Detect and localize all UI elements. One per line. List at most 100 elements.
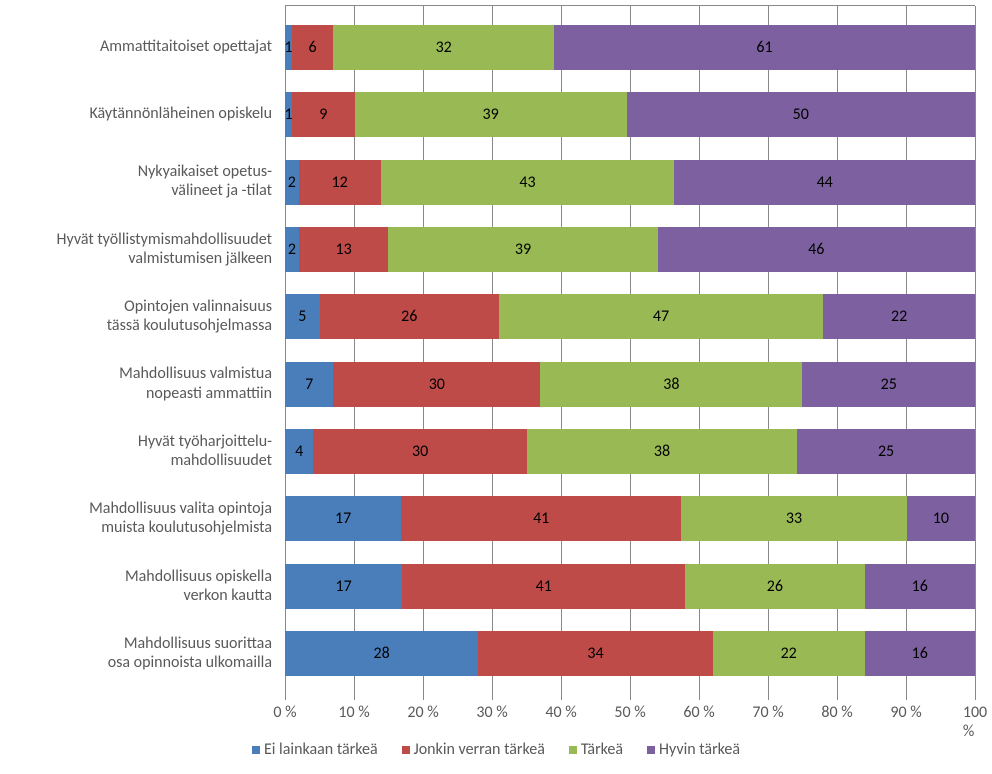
data-label: 30 [429, 375, 445, 394]
data-label: 2 [288, 240, 296, 259]
y-label-line: valmistumisen jälkeen [57, 249, 272, 268]
y-axis-label: Mahdollisuus suorittaaosa opinnoista ulk… [0, 631, 280, 676]
bar-segment: 38 [540, 362, 802, 407]
bar-segment: 43 [381, 160, 675, 205]
y-label-line: tässä koulutusohjelmassa [107, 316, 272, 335]
bar-segment: 25 [802, 362, 975, 407]
data-label: 39 [482, 105, 498, 124]
data-label: 10 [933, 509, 949, 528]
bar-segment: 32 [333, 25, 554, 70]
data-label: 7 [305, 375, 313, 394]
y-label-line: Nykyaikaiset opetus- [138, 162, 272, 181]
bar-segment: 5 [285, 294, 320, 339]
data-label: 34 [587, 644, 603, 663]
y-label-line: Käytännönläheinen opiskelu [89, 104, 272, 123]
legend-swatch [647, 746, 655, 754]
data-label: 5 [298, 307, 306, 326]
bar-segment: 1 [285, 25, 292, 70]
legend-swatch [402, 746, 410, 754]
bar-segment: 39 [355, 92, 627, 137]
y-axis-label: Nykyaikaiset opetus-välineet ja -tilat [0, 159, 280, 204]
x-tick-label: 100 % [963, 703, 987, 741]
y-label-line: osa opinnoista ulkomailla [108, 653, 272, 672]
bar-row: 4 30 38 25 [285, 429, 975, 474]
data-label: 26 [401, 307, 417, 326]
y-label-line: Opintojen valinnaisuus [107, 297, 272, 316]
stacked-bar-chart: Ammattitaitoiset opettajat Käytännönlähei… [0, 0, 992, 774]
x-tick-label: 20 % [407, 703, 438, 722]
bar-segment: 38 [527, 429, 797, 474]
bar-segment: 22 [823, 294, 975, 339]
bar-segment: 61 [554, 25, 975, 70]
data-label: 61 [756, 38, 772, 57]
data-label: 26 [767, 577, 783, 596]
gridline [975, 6, 976, 695]
bar-row: 5 26 4722 [285, 294, 975, 339]
y-label-line: Ammattitaitoiset opettajat [100, 37, 272, 56]
y-label-line: verkon kautta [125, 586, 272, 605]
x-tick-label: 50 % [614, 703, 645, 722]
legend: Ei lainkaan tärkeä Jonkin verran tärkeä … [0, 740, 992, 759]
data-label: 1 [285, 105, 292, 124]
y-axis-label: Ammattitaitoiset opettajat [0, 24, 280, 69]
bar-segment: 4 [285, 429, 313, 474]
bar-segment: 47 [499, 294, 823, 339]
data-label: 32 [436, 38, 452, 57]
bars-container: 1632611939502124344213394652647227303825… [285, 6, 975, 695]
bar-segment: 12 [299, 160, 381, 205]
bar-segment: 17 [285, 496, 401, 541]
bar-segment: 39 [388, 227, 657, 272]
bar-segment: 16 [865, 564, 975, 609]
data-label: 38 [654, 442, 670, 461]
legend-label: Tärkeä [581, 740, 623, 759]
bar-segment: 10 [907, 496, 975, 541]
y-label-line: Hyvät työharjoittelu- [138, 432, 272, 451]
bar-segment: 50 [627, 92, 975, 137]
data-label: 4 [295, 442, 303, 461]
bar-row: 7 30 38 25 [285, 362, 975, 407]
x-tick-mark [975, 694, 976, 700]
data-label: 16 [912, 577, 928, 596]
y-axis-label: Opintojen valinnaisuustässä koulutusohje… [0, 294, 280, 339]
y-axis-label: Mahdollisuus valmistuanopeasti ammattiin [0, 361, 280, 406]
data-label: 39 [515, 240, 531, 259]
bar-segment: 25 [797, 429, 975, 474]
data-label: 28 [373, 644, 389, 663]
bar-segment: 2 [285, 227, 299, 272]
data-label: 38 [663, 375, 679, 394]
data-label: 13 [336, 240, 352, 259]
y-axis-labels: Ammattitaitoiset opettajat Käytännönlähei… [0, 5, 280, 695]
y-label-line: muista koulutusohjelmista [89, 518, 272, 537]
data-label: 50 [793, 105, 809, 124]
bar-segment: 44 [674, 160, 975, 205]
legend-item: Tärkeä [569, 740, 623, 759]
data-label: 16 [912, 644, 928, 663]
data-label: 33 [786, 509, 802, 528]
bar-segment: 26 [320, 294, 499, 339]
bar-segment: 46 [658, 227, 975, 272]
y-axis-label: Mahdollisuus valita opintojamuista koulu… [0, 496, 280, 541]
bar-segment: 22 [713, 631, 865, 676]
y-label-line: Mahdollisuus opiskella [125, 567, 272, 586]
y-label-line: nopeasti ammattiin [119, 384, 272, 403]
data-label: 12 [332, 173, 348, 192]
bar-segment: 41 [402, 564, 685, 609]
bar-row: 2124344 [285, 160, 975, 205]
data-label: 25 [881, 375, 897, 394]
legend-swatch [569, 746, 577, 754]
legend-label: Ei lainkaan tärkeä [264, 740, 378, 759]
data-label: 17 [336, 577, 352, 596]
y-label-line: Mahdollisuus suorittaa [108, 634, 272, 653]
data-label: 44 [817, 173, 833, 192]
bar-row: 17413310 [285, 496, 975, 541]
bar-segment: 26 [685, 564, 864, 609]
legend-label: Hyvin tärkeä [659, 740, 740, 759]
x-tick-label: 30 % [476, 703, 507, 722]
plot-area: 1632611939502124344213394652647227303825… [285, 5, 975, 695]
bar-segment: 30 [313, 429, 526, 474]
y-label-line: mahdollisuudet [138, 451, 272, 470]
data-label: 43 [519, 173, 535, 192]
bar-row: 2 13 39 46 [285, 227, 975, 272]
y-label-line: Mahdollisuus valita opintoja [89, 499, 272, 518]
y-axis-label: Hyvät työllistymismahdollisuudetvalmistu… [0, 226, 280, 271]
